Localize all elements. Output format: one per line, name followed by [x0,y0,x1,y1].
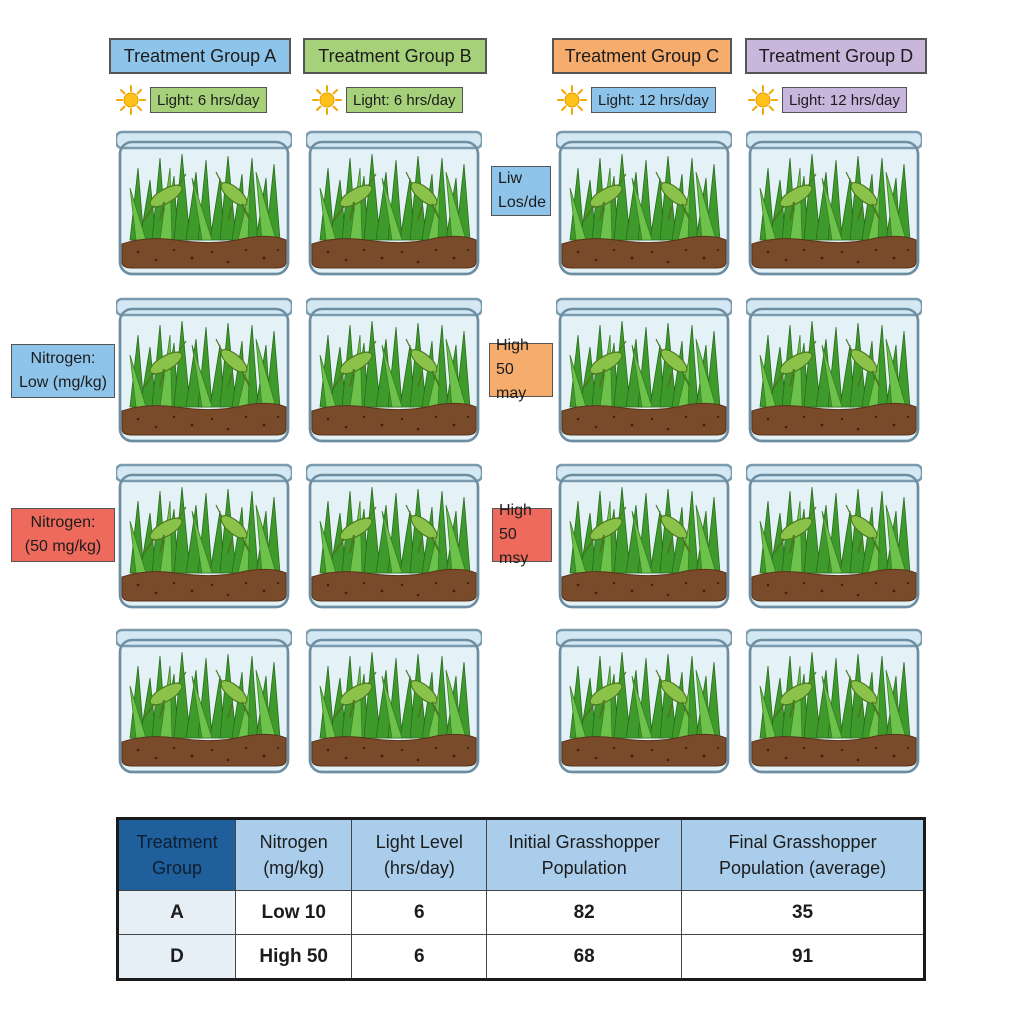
terrarium-icon [306,461,482,609]
terrarium-icon [116,626,292,774]
group-a-header: Treatment Group A [109,38,291,74]
table-row: A Low 10 6 82 35 [117,890,925,935]
middle-label-2-line1: High [496,337,529,354]
group-c-header: Treatment Group C [552,38,732,74]
table-row: D High 50 6 68 91 [117,934,925,980]
header-initial-population: Initial Grasshopper Population [486,818,683,891]
middle-label-1: Liw Los/de [491,166,551,216]
nitrogen-low-line2: Low (mg/kg) [18,374,108,391]
terrarium-icon [116,295,292,443]
light-c-label: Light: 12 hrs/day [591,87,716,113]
middle-label-3-line2: 50 msy [499,526,529,567]
group-b-header: Treatment Group B [303,38,487,74]
table-cell: D [117,934,236,980]
light-b-label: Light: 6 hrs/day [346,87,463,113]
sun-icon [557,85,587,115]
sun-icon [116,85,146,115]
table-cell: 82 [486,890,683,935]
table-cell: 6 [351,890,488,935]
light-b: Light: 6 hrs/day [312,86,463,114]
nitrogen-low-label: Nitrogen: Low (mg/kg) [11,344,115,398]
middle-label-1-line1: Liw [498,170,523,187]
terrarium-icon [746,295,922,443]
sun-icon [312,85,342,115]
table-cell: 91 [681,934,925,980]
terrarium-icon [306,626,482,774]
middle-label-3-line1: High [499,502,532,519]
middle-label-1-line2: Los/de [498,194,547,211]
terrarium-icon [306,295,482,443]
table-cell: 68 [486,934,683,980]
header-final-population: Final Grasshopper Population (average) [681,818,925,891]
light-c: Light: 12 hrs/day [557,86,716,114]
middle-label-2-line2: 50 may [496,361,527,402]
nitrogen-low-line1: Nitrogen: [30,350,96,367]
sun-icon [748,85,778,115]
terrarium-icon [116,461,292,609]
nitrogen-high-line2: (50 mg/kg) [24,538,102,555]
nitrogen-high-line1: Nitrogen: [30,514,96,531]
table-cell: Low 10 [234,890,353,935]
terrarium-icon [556,295,732,443]
header-nitrogen: Nitrogen (mg/kg) [234,818,353,891]
terrarium-icon [556,626,732,774]
terrarium-icon [116,128,292,276]
middle-label-2: High 50 may [489,337,553,402]
table-cell: 35 [681,890,925,935]
results-table: Treatment Group Nitrogen (mg/kg) Light L… [116,817,926,981]
terrarium-icon [746,461,922,609]
light-a: Light: 6 hrs/day [116,86,267,114]
terrarium-icon [746,128,922,276]
group-d-header: Treatment Group D [745,38,927,74]
nitrogen-high-label: Nitrogen: (50 mg/kg) [11,508,115,562]
header-light-level: Light Level (hrs/day) [351,818,488,891]
terrarium-icon [556,461,732,609]
terrarium-icon [556,128,732,276]
terrarium-icon [306,128,482,276]
table-cell: High 50 [234,934,353,980]
light-d: Light: 12 hrs/day [748,86,907,114]
table-cell: A [117,890,236,935]
light-a-label: Light: 6 hrs/day [150,87,267,113]
header-treatment-group: Treatment Group [117,818,236,891]
middle-label-3: High 50 msy [492,502,552,567]
terrarium-icon [746,626,922,774]
table-cell: 6 [351,934,488,980]
light-d-label: Light: 12 hrs/day [782,87,907,113]
